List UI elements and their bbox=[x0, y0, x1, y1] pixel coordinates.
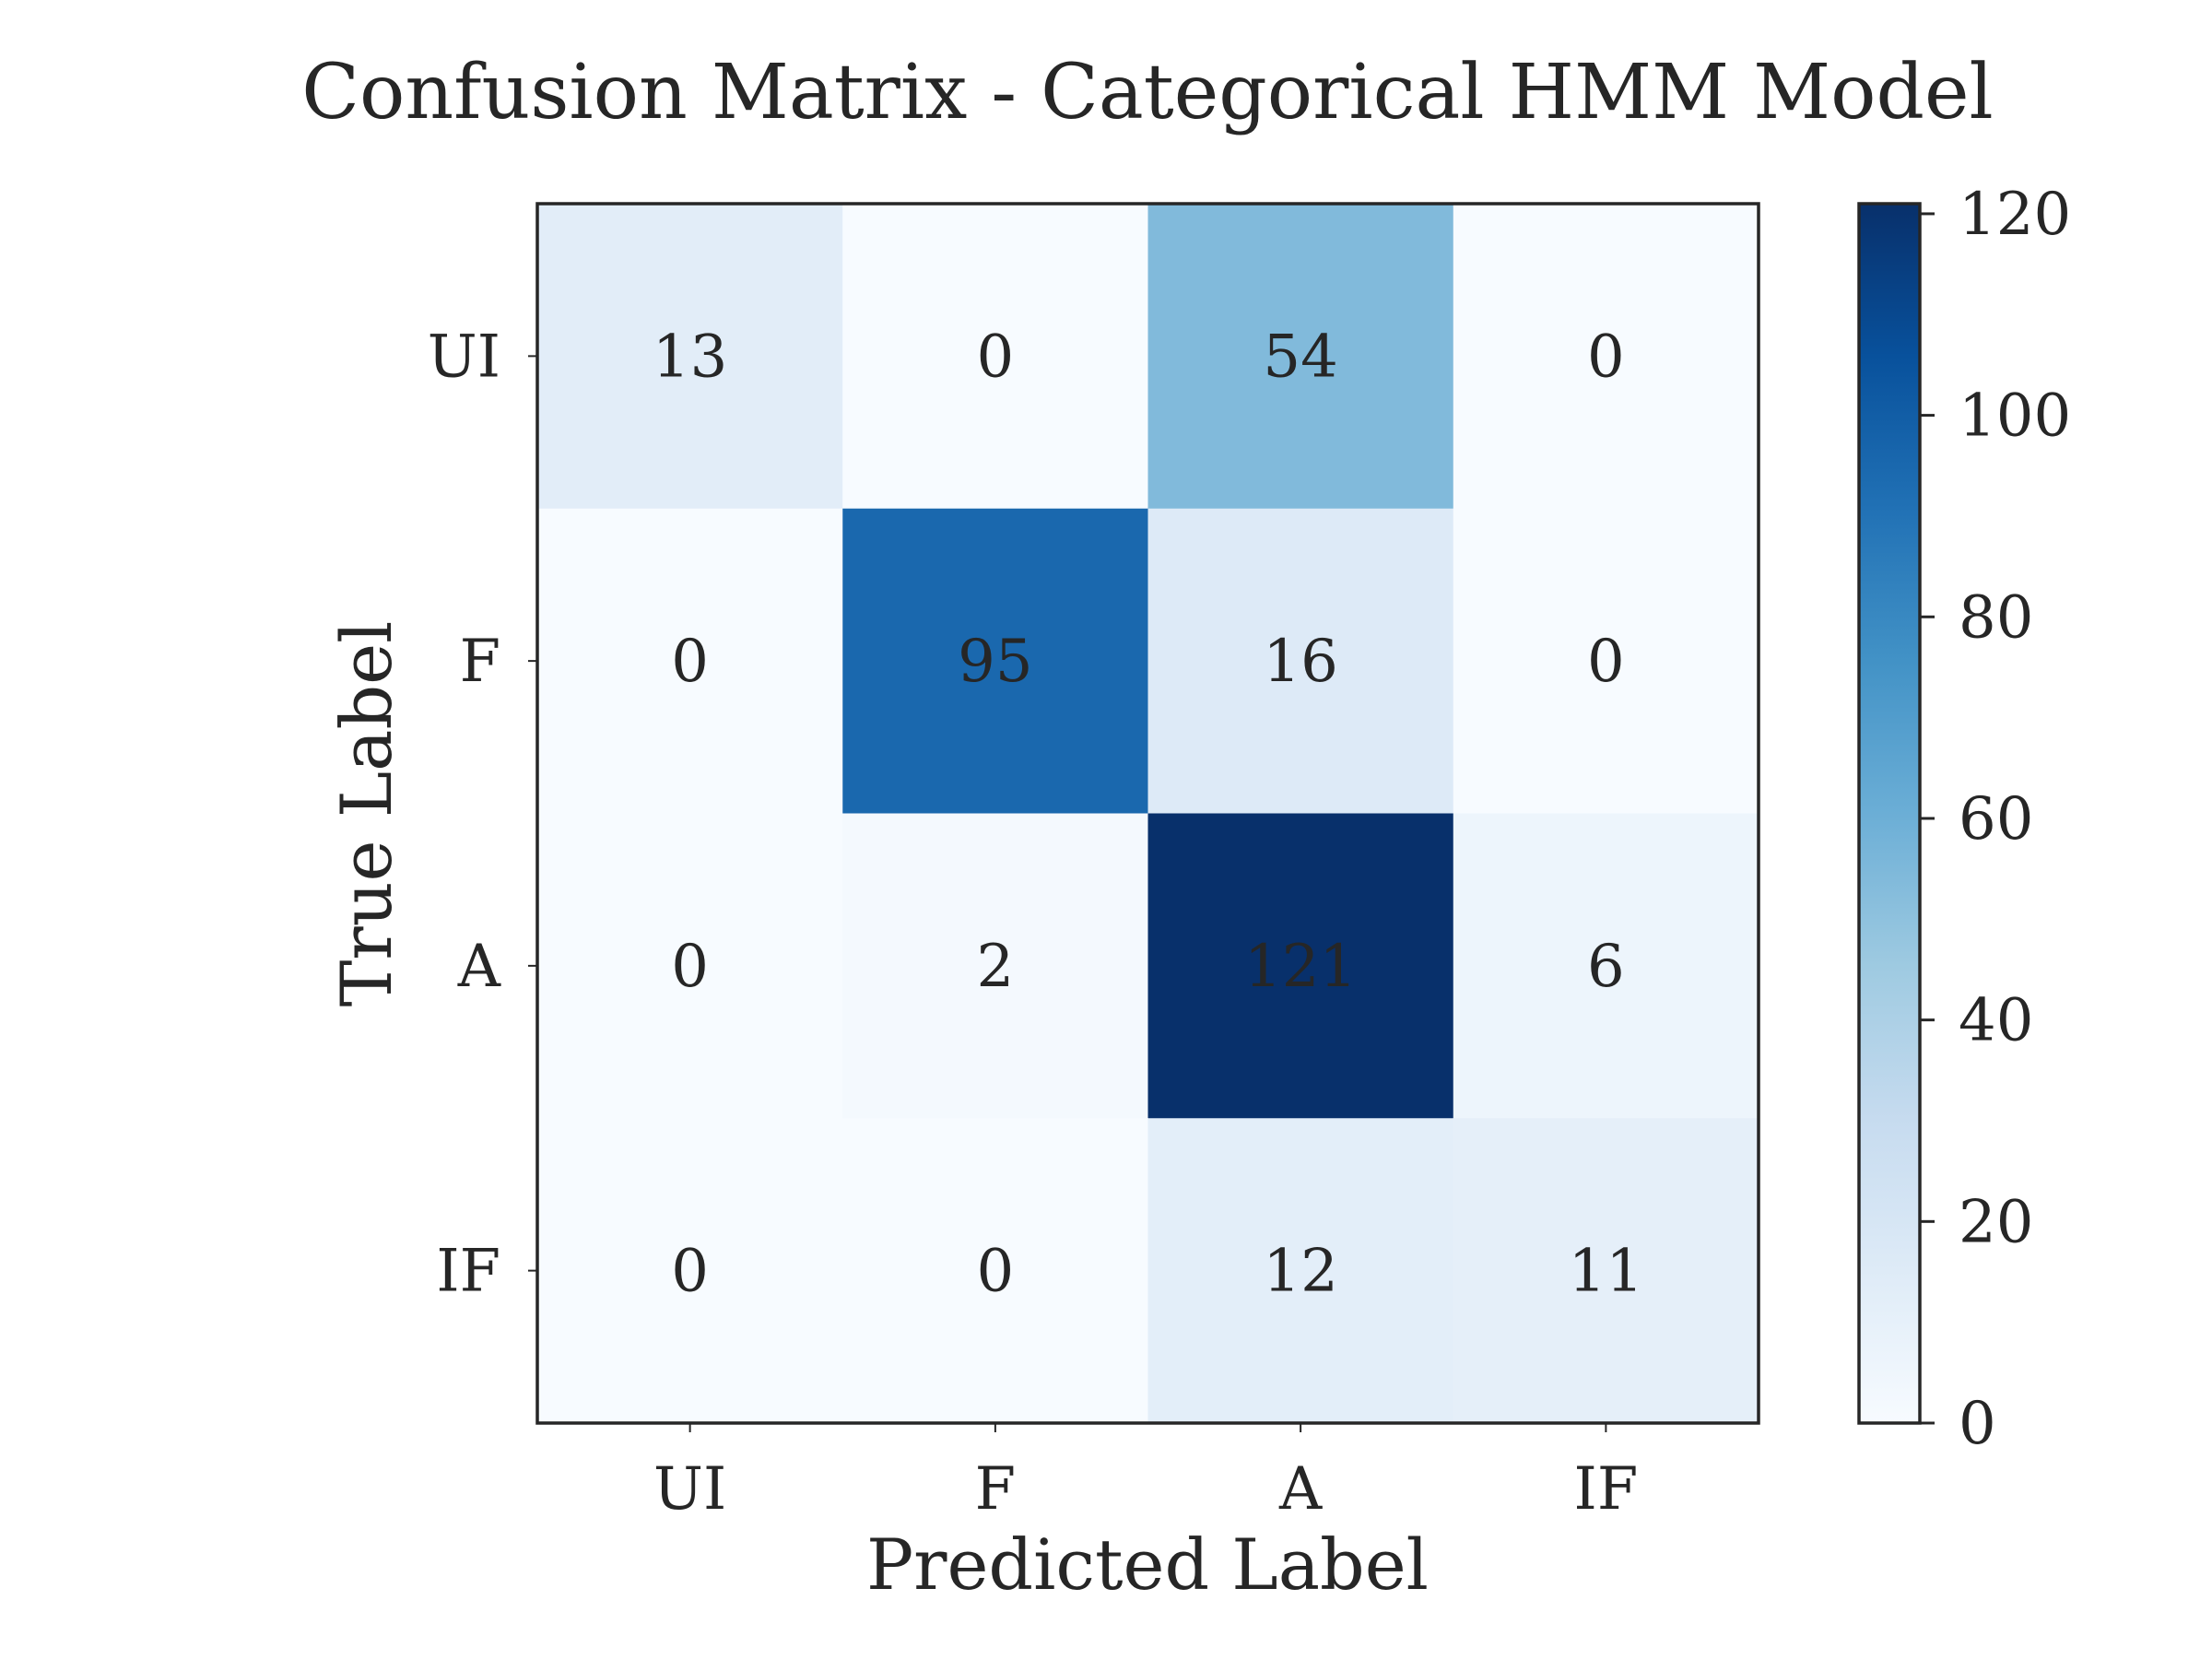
cell-value-label: 13 bbox=[653, 323, 727, 391]
x-tick-label: A bbox=[1278, 1455, 1323, 1524]
y-axis-ticks: UI F A IF bbox=[428, 323, 537, 1306]
heatmap-cell-F-A bbox=[1147, 508, 1454, 814]
heatmap-cell-labels: 13 0 54 0 0 95 16 0 0 2 121 6 0 0 12 11 bbox=[653, 323, 1643, 1305]
cell-value-label: 0 bbox=[671, 1238, 709, 1306]
y-tick-label: A bbox=[457, 933, 501, 1001]
heatmap-cell-IF-A bbox=[1147, 1118, 1454, 1424]
chart-title: Confusion Matrix - Categorical HMM Model bbox=[301, 49, 1994, 136]
cell-value-label: 0 bbox=[671, 933, 709, 1001]
cell-value-label: 95 bbox=[958, 628, 1032, 696]
heatmap-cell-IF-F bbox=[842, 1118, 1148, 1424]
x-axis-ticks: UI F A IF bbox=[653, 1423, 1638, 1524]
heatmap-frame bbox=[535, 202, 1760, 1425]
heatmap-cell-A-IF bbox=[1453, 813, 1759, 1119]
cell-value-label: 0 bbox=[977, 323, 1015, 391]
cell-value-label: 54 bbox=[1263, 323, 1337, 391]
cell-value-label: 6 bbox=[1587, 933, 1625, 1001]
colorbar-tick-label: 100 bbox=[1959, 382, 2071, 451]
colorbar-gradient bbox=[1859, 204, 1920, 1423]
colorbar-frame bbox=[1857, 202, 1922, 1425]
heatmap-cell-A-A bbox=[1147, 813, 1454, 1119]
cell-value-label: 12 bbox=[1263, 1238, 1337, 1306]
x-tick-label: F bbox=[975, 1455, 1016, 1524]
heatmap-cell-UI-F bbox=[842, 204, 1148, 510]
cell-value-label: 121 bbox=[1244, 933, 1357, 1001]
y-tick-label: IF bbox=[436, 1238, 500, 1306]
colorbar-tick-label: 80 bbox=[1959, 583, 2033, 652]
heatmap-cell-A-UI bbox=[537, 813, 843, 1119]
cell-value-label: 16 bbox=[1263, 628, 1337, 696]
y-axis-title: True Label bbox=[325, 621, 407, 1007]
cell-value-label: 0 bbox=[671, 628, 709, 696]
y-tick-label: F bbox=[460, 628, 500, 696]
colorbar-ticks: 0 20 40 60 80 100 120 bbox=[1920, 181, 2071, 1458]
heatmap-cell-UI-UI bbox=[537, 204, 843, 510]
colorbar-tick-label: 20 bbox=[1959, 1188, 2033, 1256]
heatmap-cell-IF-IF bbox=[1453, 1118, 1759, 1424]
colorbar-tick-label: 40 bbox=[1959, 987, 2033, 1055]
colorbar-tick-label: 120 bbox=[1959, 181, 2071, 249]
heatmap-cell-UI-IF bbox=[1453, 204, 1759, 510]
cell-value-label: 0 bbox=[1587, 628, 1625, 696]
heatmap-cell-F-IF bbox=[1453, 508, 1759, 814]
heatmap-cell-IF-UI bbox=[537, 1118, 843, 1424]
colorbar: 0 20 40 60 80 100 120 bbox=[1857, 181, 2071, 1458]
colorbar-tick-label: 60 bbox=[1959, 785, 2033, 853]
x-tick-label: UI bbox=[653, 1455, 726, 1524]
cell-value-label: 2 bbox=[977, 933, 1015, 1001]
x-axis-title: Predicted Label bbox=[866, 1524, 1429, 1606]
y-tick-label: UI bbox=[428, 323, 500, 391]
heatmap-cell-UI-A bbox=[1147, 204, 1454, 510]
heatmap-cells bbox=[537, 204, 1759, 1424]
heatmap-cell-F-F bbox=[842, 508, 1148, 814]
cell-value-label: 0 bbox=[1587, 323, 1625, 391]
x-tick-label: IF bbox=[1574, 1455, 1639, 1524]
heatmap-cell-F-UI bbox=[537, 508, 843, 814]
cell-value-label: 0 bbox=[977, 1238, 1015, 1306]
cell-value-label: 11 bbox=[1569, 1238, 1643, 1306]
heatmap-cell-A-F bbox=[842, 813, 1148, 1119]
colorbar-tick-label: 0 bbox=[1959, 1390, 1996, 1458]
